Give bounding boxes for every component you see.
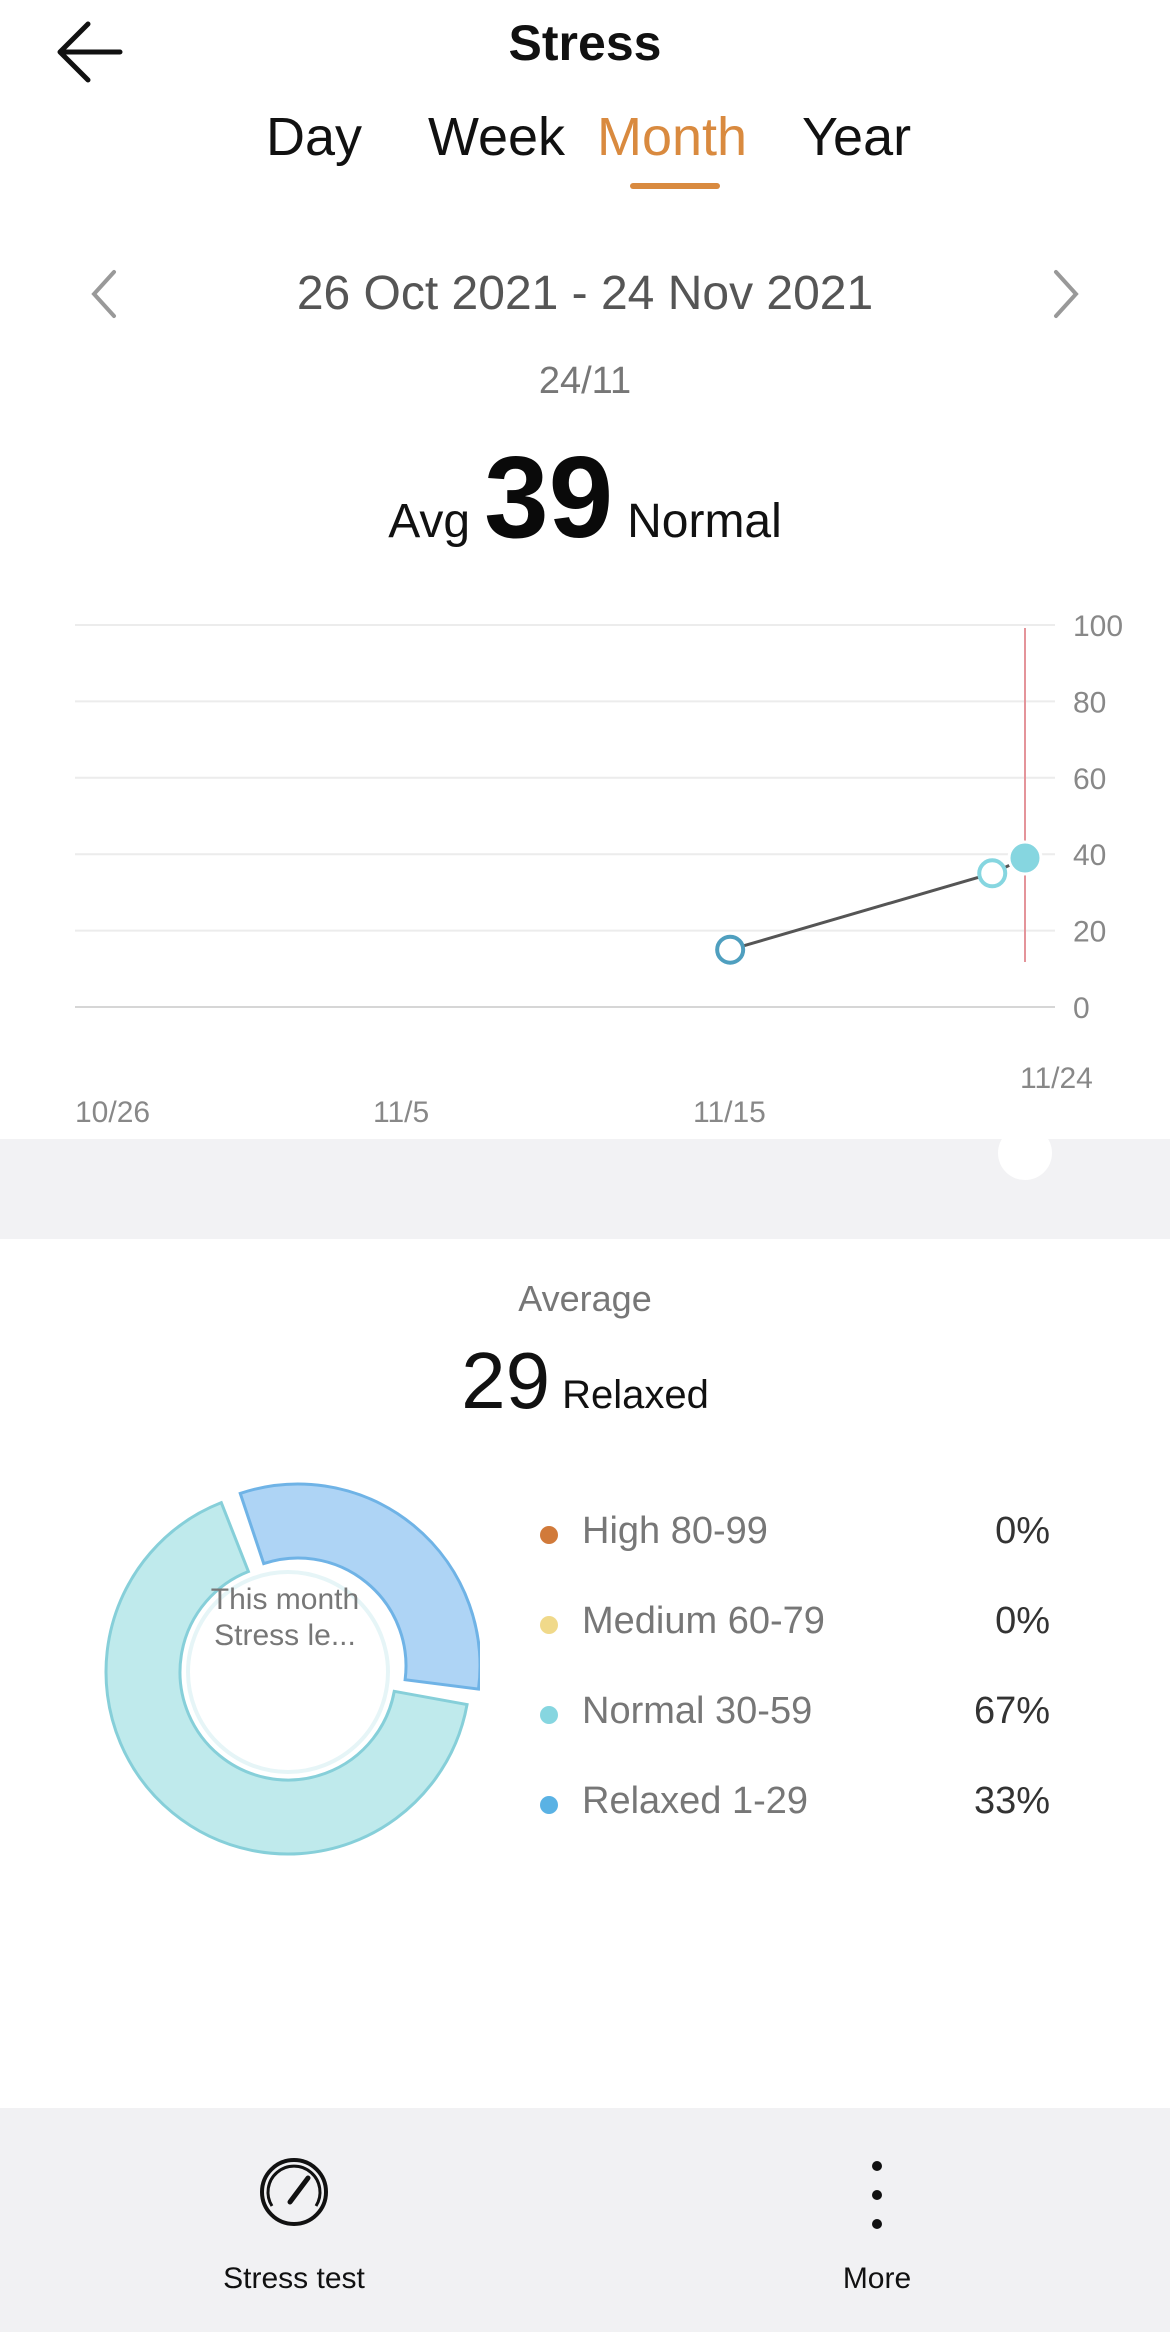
y-tick-label: 60 [1073,763,1106,796]
active-tab-indicator [630,183,720,189]
selected-data-point[interactable] [1007,840,1043,876]
back-button[interactable] [50,14,140,90]
summary-label: Average [518,1278,652,1319]
relaxed-dot-icon [540,1796,558,1814]
avg-label: Avg [388,495,471,548]
chart-scroll-band [0,1139,1170,1239]
data-point[interactable] [977,858,1008,889]
legend-item-medium: Medium 60-79 0% [540,1596,1050,1656]
donut-segment-normal[interactable] [104,1500,469,1856]
x-tick-label: 10/26 [75,1096,150,1129]
x-tick-label: 11/15 [693,1096,766,1129]
bottom-action-bar [0,2108,1170,2332]
x-tick-label: 11/24 [1020,1062,1093,1095]
chart-slider-handle[interactable] [998,1126,1052,1180]
y-tick-label: 0 [1073,992,1090,1025]
page-title: Stress [508,15,662,71]
legend-item-normal: Normal 30-59 67% [540,1686,1050,1746]
avg-status: Normal [627,495,782,548]
summary-average: 29 Relaxed [0,1335,1170,1427]
chevron-left-icon [91,270,116,318]
y-tick-label: 100 [1073,610,1123,643]
donut-segment-relaxed[interactable] [238,1482,480,1691]
stress-distribution-donut[interactable] [96,1480,480,1864]
summary-status: Relaxed [562,1373,709,1417]
tab-week[interactable]: Week [428,107,566,167]
tab-day[interactable]: Day [266,107,363,167]
y-tick-label: 40 [1073,839,1106,872]
legend-item-high: High 80-99 0% [540,1506,1050,1566]
high-dot-icon [540,1526,558,1544]
previous-period-button[interactable] [84,266,124,322]
selected-date: 24/11 [538,360,632,402]
selected-average: Avg 39 Normal [0,430,1170,564]
legend-percent: 0% [995,1510,1050,1552]
y-tick-label: 80 [1073,686,1106,719]
date-range: 26 Oct 2021 - 24 Nov 2021 [296,267,874,320]
legend-percent: 33% [973,1780,1050,1822]
stress-line-chart[interactable]: 0 20 40 60 80 100 10/26 11/5 11/15 11/24 [0,590,1170,1150]
avg-value: 39 [484,432,614,562]
arrow-left-icon [57,21,123,83]
legend-label: Normal 30-59 [582,1690,813,1732]
summary-value: 29 [461,1336,551,1425]
normal-dot-icon [540,1706,558,1724]
next-period-button[interactable] [1046,266,1086,322]
x-tick-label: 11/5 [373,1096,429,1129]
more-label[interactable]: More [842,2262,912,2295]
stress-test-button[interactable] [258,2156,330,2228]
y-tick-label: 20 [1073,916,1106,949]
donut-hole [186,1570,390,1774]
legend-label: Medium 60-79 [582,1600,825,1642]
legend-percent: 0% [995,1600,1050,1642]
medium-dot-icon [540,1616,558,1634]
legend-label: High 80-99 [582,1510,768,1552]
chevron-right-icon [1054,270,1079,318]
tab-year[interactable]: Year [802,107,912,167]
more-button[interactable] [850,2158,904,2232]
legend-label: Relaxed 1-29 [582,1780,809,1822]
more-vertical-icon [872,2161,882,2229]
donut-center-text: This month Stress le... [210,1583,360,1652]
stress-test-label[interactable]: Stress test [223,2262,365,2295]
data-point[interactable] [715,934,746,965]
legend-percent: 67% [973,1690,1050,1732]
gauge-icon [260,2158,328,2226]
tab-month[interactable]: Month [597,107,748,167]
legend-item-relaxed: Relaxed 1-29 33% [540,1776,1050,1836]
